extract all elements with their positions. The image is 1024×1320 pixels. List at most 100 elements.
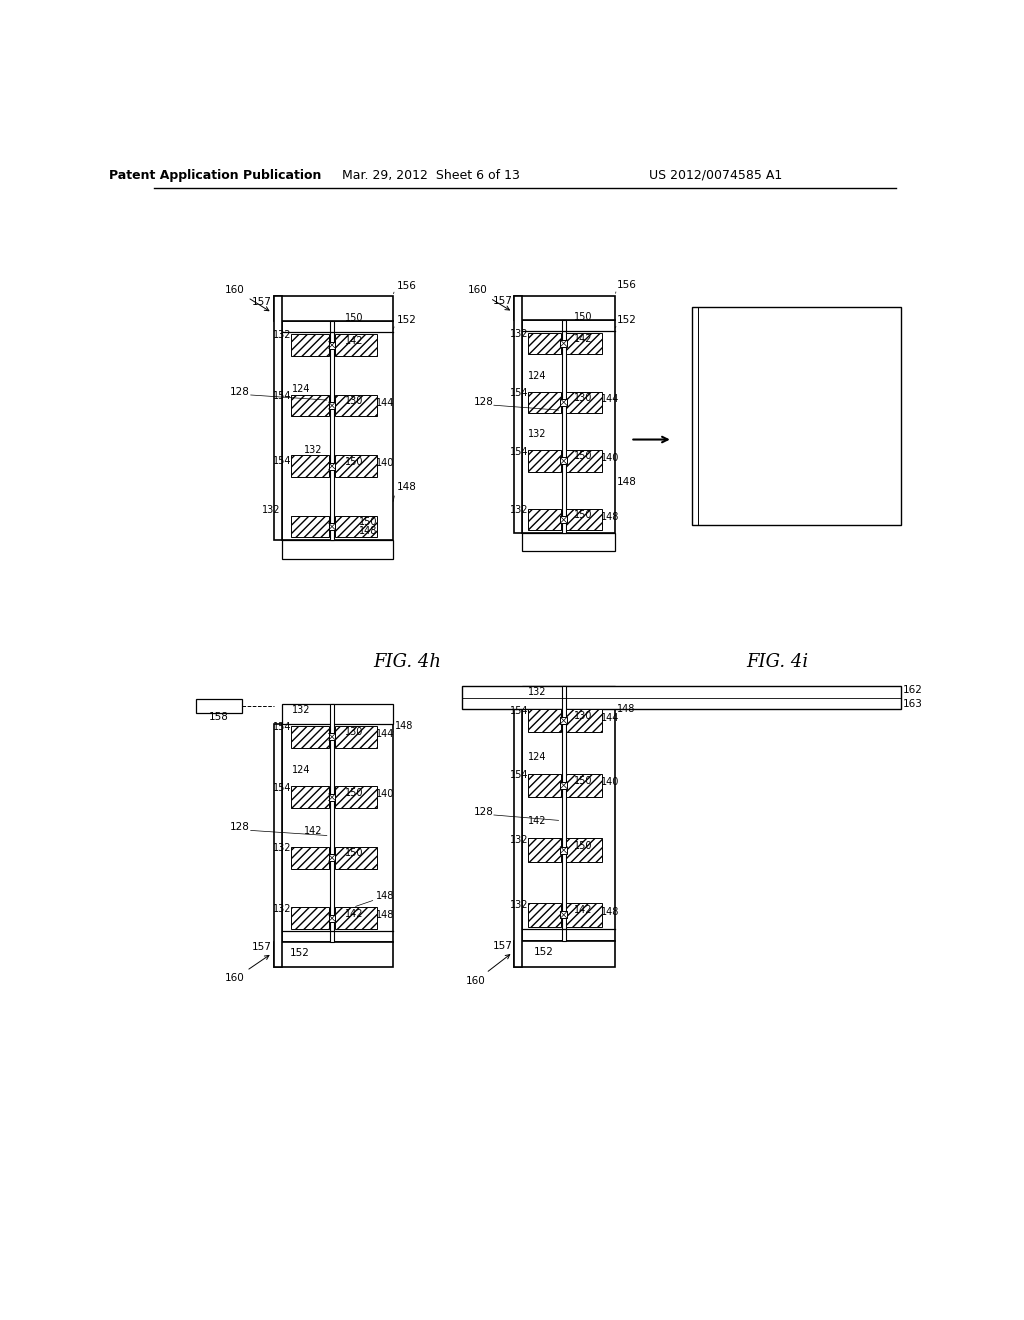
Text: 148: 148 bbox=[376, 911, 394, 920]
Text: 150: 150 bbox=[345, 313, 364, 323]
Text: 154: 154 bbox=[272, 783, 291, 793]
Text: 148: 148 bbox=[376, 891, 394, 900]
Bar bbox=[560, 911, 567, 919]
Text: 132: 132 bbox=[510, 900, 528, 909]
Bar bbox=[329, 915, 336, 921]
Text: 144: 144 bbox=[376, 397, 394, 408]
Text: 132: 132 bbox=[292, 705, 310, 714]
Bar bbox=[291, 516, 330, 537]
Text: 148: 148 bbox=[601, 512, 620, 521]
Bar bbox=[522, 319, 615, 532]
Bar bbox=[566, 333, 602, 354]
Text: 162: 162 bbox=[903, 685, 923, 696]
Bar bbox=[330, 705, 334, 942]
Bar bbox=[291, 455, 330, 477]
Text: 150: 150 bbox=[345, 849, 364, 858]
Bar bbox=[514, 296, 522, 532]
Text: 154: 154 bbox=[272, 722, 291, 733]
Text: 156: 156 bbox=[617, 280, 637, 290]
Text: 140: 140 bbox=[376, 458, 394, 469]
Bar bbox=[283, 540, 392, 558]
Bar bbox=[196, 698, 243, 713]
Text: 160: 160 bbox=[225, 285, 269, 310]
Bar bbox=[273, 723, 283, 966]
Text: 148: 148 bbox=[617, 477, 637, 487]
Text: Patent Application Publication: Patent Application Publication bbox=[110, 169, 322, 182]
Text: 148: 148 bbox=[396, 483, 417, 492]
Bar bbox=[560, 516, 567, 523]
Text: 142: 142 bbox=[345, 335, 364, 346]
Bar bbox=[528, 510, 561, 531]
Bar bbox=[291, 847, 330, 869]
Text: 140: 140 bbox=[601, 777, 620, 787]
Text: 148: 148 bbox=[395, 721, 414, 731]
Bar bbox=[283, 705, 392, 723]
Bar bbox=[528, 450, 561, 471]
Bar bbox=[566, 774, 602, 797]
Bar bbox=[335, 334, 377, 356]
Bar bbox=[528, 838, 561, 862]
Text: FIG. 4i: FIG. 4i bbox=[746, 652, 808, 671]
Text: 128: 128 bbox=[230, 387, 250, 397]
Bar bbox=[291, 907, 330, 929]
Bar bbox=[566, 450, 602, 471]
Bar bbox=[273, 297, 392, 321]
Text: 130: 130 bbox=[574, 392, 593, 403]
Text: 142: 142 bbox=[574, 334, 593, 343]
Bar bbox=[291, 787, 330, 808]
Bar bbox=[291, 726, 330, 747]
Bar bbox=[528, 333, 561, 354]
Text: 148: 148 bbox=[359, 527, 378, 536]
Text: 132: 132 bbox=[510, 506, 528, 515]
Bar bbox=[522, 532, 615, 552]
Text: 144: 144 bbox=[601, 713, 620, 722]
Bar bbox=[273, 297, 283, 540]
Text: 132: 132 bbox=[272, 330, 291, 341]
Bar bbox=[335, 516, 377, 537]
Bar bbox=[560, 846, 567, 854]
Text: 124: 124 bbox=[528, 751, 547, 762]
Text: 157: 157 bbox=[493, 296, 513, 306]
Bar bbox=[335, 726, 377, 747]
Bar bbox=[528, 774, 561, 797]
Bar bbox=[560, 717, 567, 723]
Text: 132: 132 bbox=[510, 836, 528, 845]
Text: 150: 150 bbox=[574, 841, 593, 850]
Bar bbox=[330, 321, 334, 540]
Bar bbox=[291, 395, 330, 417]
Text: 157: 157 bbox=[252, 942, 272, 953]
Text: 132: 132 bbox=[272, 904, 291, 913]
Bar bbox=[566, 709, 602, 733]
Bar bbox=[566, 903, 602, 927]
Text: 142: 142 bbox=[528, 816, 547, 826]
Text: 152: 152 bbox=[396, 314, 417, 325]
Text: 150: 150 bbox=[345, 457, 364, 466]
Bar bbox=[566, 392, 602, 413]
Text: 157: 157 bbox=[493, 941, 513, 952]
Text: 132: 132 bbox=[272, 843, 291, 853]
Text: 142: 142 bbox=[345, 908, 364, 919]
Bar bbox=[514, 941, 615, 966]
Text: 154: 154 bbox=[272, 455, 291, 466]
Text: 152: 152 bbox=[534, 948, 553, 957]
Bar bbox=[329, 854, 336, 861]
Text: 128: 128 bbox=[230, 822, 250, 832]
Bar bbox=[291, 334, 330, 356]
Text: 130: 130 bbox=[345, 727, 362, 737]
Bar bbox=[528, 903, 561, 927]
Text: 160: 160 bbox=[225, 956, 269, 983]
Bar bbox=[462, 686, 900, 709]
Bar bbox=[528, 392, 561, 413]
Text: 132: 132 bbox=[510, 329, 528, 339]
Text: 150: 150 bbox=[345, 788, 364, 797]
Bar bbox=[514, 706, 522, 966]
Bar bbox=[560, 781, 567, 789]
Bar bbox=[560, 458, 567, 465]
Bar bbox=[335, 847, 377, 869]
Bar bbox=[514, 296, 615, 319]
Text: 150: 150 bbox=[574, 511, 593, 520]
Text: 128: 128 bbox=[473, 397, 494, 407]
Text: 154: 154 bbox=[510, 446, 528, 457]
Text: 142: 142 bbox=[574, 906, 593, 915]
Bar bbox=[560, 399, 567, 405]
